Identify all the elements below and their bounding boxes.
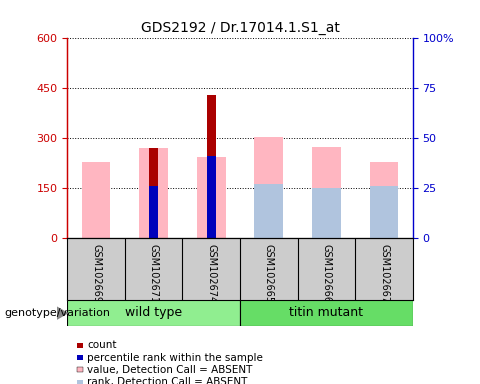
Polygon shape <box>57 306 69 320</box>
Text: percentile rank within the sample: percentile rank within the sample <box>87 353 263 362</box>
Bar <box>254 184 283 238</box>
Bar <box>197 157 226 238</box>
Bar <box>149 186 158 238</box>
Bar <box>240 300 413 326</box>
Bar <box>312 147 341 238</box>
Bar <box>370 162 398 238</box>
Text: titin mutant: titin mutant <box>289 306 363 319</box>
Bar <box>207 95 216 238</box>
Text: GSM102666: GSM102666 <box>322 244 331 303</box>
Text: GSM102665: GSM102665 <box>264 244 274 303</box>
Bar <box>139 148 168 238</box>
Text: value, Detection Call = ABSENT: value, Detection Call = ABSENT <box>87 365 253 375</box>
Text: GSM102667: GSM102667 <box>379 244 389 303</box>
Bar <box>370 186 398 238</box>
Bar <box>312 188 341 238</box>
Text: GSM102669: GSM102669 <box>91 244 101 303</box>
Bar <box>82 162 110 238</box>
Bar <box>67 300 240 326</box>
Bar <box>254 137 283 238</box>
Title: GDS2192 / Dr.17014.1.S1_at: GDS2192 / Dr.17014.1.S1_at <box>141 21 339 35</box>
Text: rank, Detection Call = ABSENT: rank, Detection Call = ABSENT <box>87 377 248 384</box>
Text: count: count <box>87 340 117 350</box>
Bar <box>149 148 158 238</box>
Text: genotype/variation: genotype/variation <box>5 308 111 318</box>
Text: wild type: wild type <box>125 306 182 319</box>
Bar <box>207 156 216 238</box>
Text: GSM102671: GSM102671 <box>149 244 158 303</box>
Text: GSM102674: GSM102674 <box>206 244 216 303</box>
